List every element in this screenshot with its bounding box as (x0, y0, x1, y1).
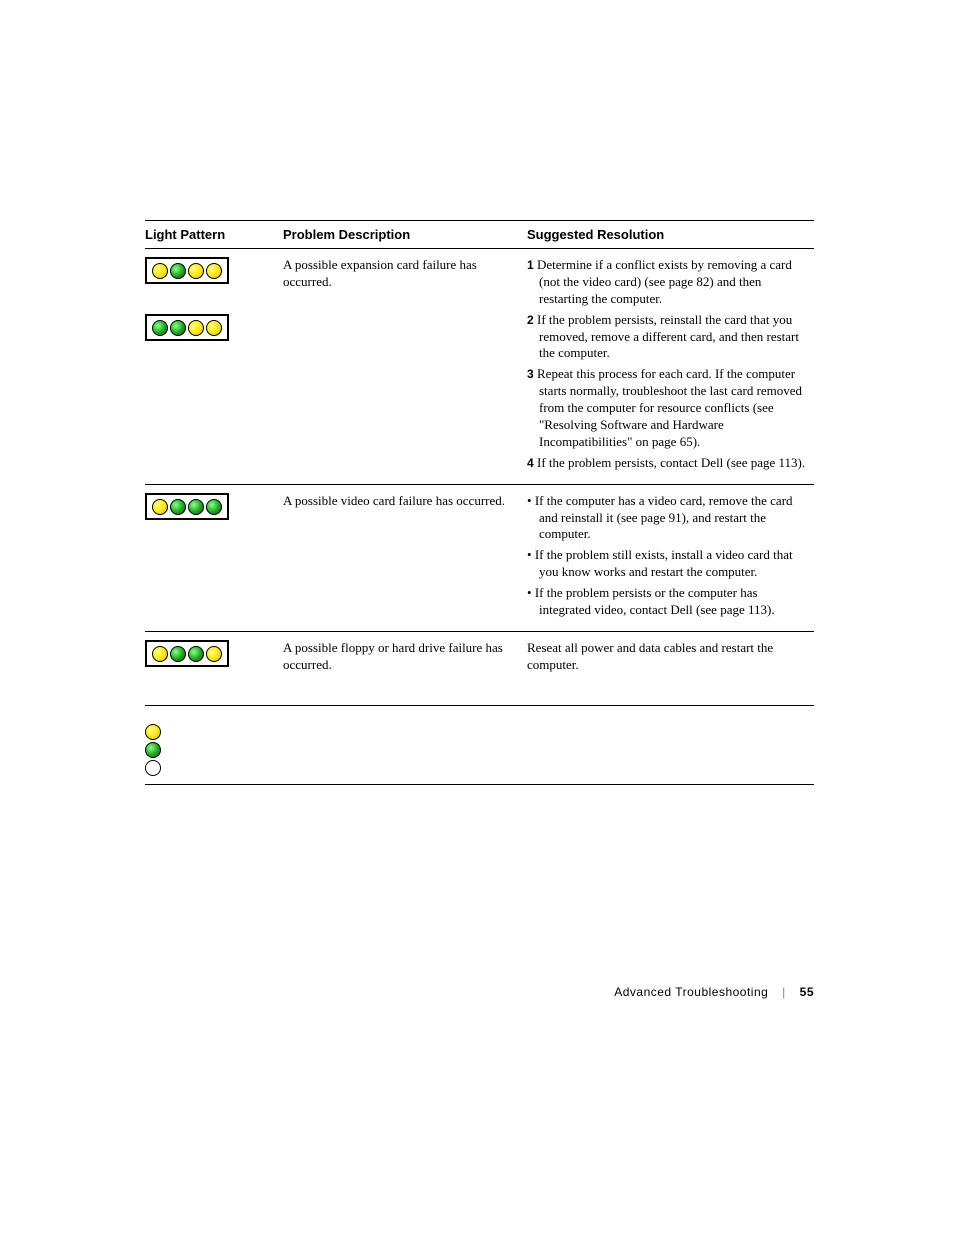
resolution-bullet: If the problem persists or the computer … (527, 585, 808, 619)
problem-description-cell: A possible video card failure has occurr… (283, 484, 527, 631)
yellow-led-icon (206, 320, 222, 336)
step-text: Repeat this process for each card. If th… (537, 366, 802, 449)
resolution-step: 4 If the problem persists, contact Dell … (527, 455, 808, 472)
yellow-led-icon (206, 263, 222, 279)
table-row: A possible video card failure has occurr… (145, 484, 814, 631)
table-row: A possible floppy or hard drive failure … (145, 631, 814, 705)
step-text: Determine if a conflict exists by removi… (537, 257, 792, 306)
col-header-suggested-resolution: Suggested Resolution (527, 221, 814, 249)
led-legend (145, 724, 814, 785)
light-pattern-box (145, 640, 229, 667)
footer-section: Advanced Troubleshooting (614, 985, 768, 999)
step-text: If the problem persists, contact Dell (s… (537, 455, 805, 470)
light-pattern-box (145, 257, 229, 284)
table-row: A possible expansion card failure has oc… (145, 249, 814, 485)
green-led-icon (188, 499, 204, 515)
green-led-icon (170, 499, 186, 515)
resolution-step: 3 Repeat this process for each card. If … (527, 366, 808, 450)
step-number: 4 (527, 456, 537, 470)
light-pattern-cell (145, 484, 283, 631)
footer-separator: | (782, 985, 786, 999)
resolution-step: 1 Determine if a conflict exists by remo… (527, 257, 808, 308)
yellow-led-icon (152, 646, 168, 662)
resolution-numbered-list: 1 Determine if a conflict exists by remo… (527, 257, 808, 472)
light-pattern-box (145, 493, 229, 520)
resolution-step: 2 If the problem persists, reinstall the… (527, 312, 808, 363)
green-led-icon (145, 742, 161, 758)
col-header-light-pattern: Light Pattern (145, 221, 283, 249)
suggested-resolution-cell: Reseat all power and data cables and res… (527, 631, 814, 705)
problem-description-cell: A possible expansion card failure has oc… (283, 249, 527, 485)
green-led-icon (170, 320, 186, 336)
yellow-led-icon (152, 499, 168, 515)
yellow-led-icon (188, 320, 204, 336)
step-text: If the problem persists, reinstall the c… (537, 312, 799, 361)
yellow-led-icon (188, 263, 204, 279)
diagnostic-lights-table: Light Pattern Problem Description Sugges… (145, 220, 814, 706)
step-number: 1 (527, 258, 537, 272)
footer-page-number: 55 (800, 985, 814, 999)
step-number: 3 (527, 367, 537, 381)
resolution-bullet: If the problem still exists, install a v… (527, 547, 808, 581)
yellow-led-icon (206, 646, 222, 662)
green-led-icon (152, 320, 168, 336)
light-pattern-cell (145, 631, 283, 705)
off-led-icon (145, 760, 161, 776)
yellow-led-icon (152, 263, 168, 279)
resolution-bullet: If the computer has a video card, remove… (527, 493, 808, 544)
yellow-led-icon (145, 724, 161, 740)
step-number: 2 (527, 313, 537, 327)
col-header-problem-description: Problem Description (283, 221, 527, 249)
light-pattern-cell (145, 249, 283, 485)
green-led-icon (188, 646, 204, 662)
green-led-icon (170, 646, 186, 662)
resolution-bullet-list: If the computer has a video card, remove… (527, 493, 808, 619)
green-led-icon (206, 499, 222, 515)
green-led-icon (170, 263, 186, 279)
light-pattern-box (145, 314, 229, 341)
page-footer: Advanced Troubleshooting | 55 (145, 985, 814, 999)
suggested-resolution-cell: If the computer has a video card, remove… (527, 484, 814, 631)
suggested-resolution-cell: 1 Determine if a conflict exists by remo… (527, 249, 814, 485)
problem-description-cell: A possible floppy or hard drive failure … (283, 631, 527, 705)
